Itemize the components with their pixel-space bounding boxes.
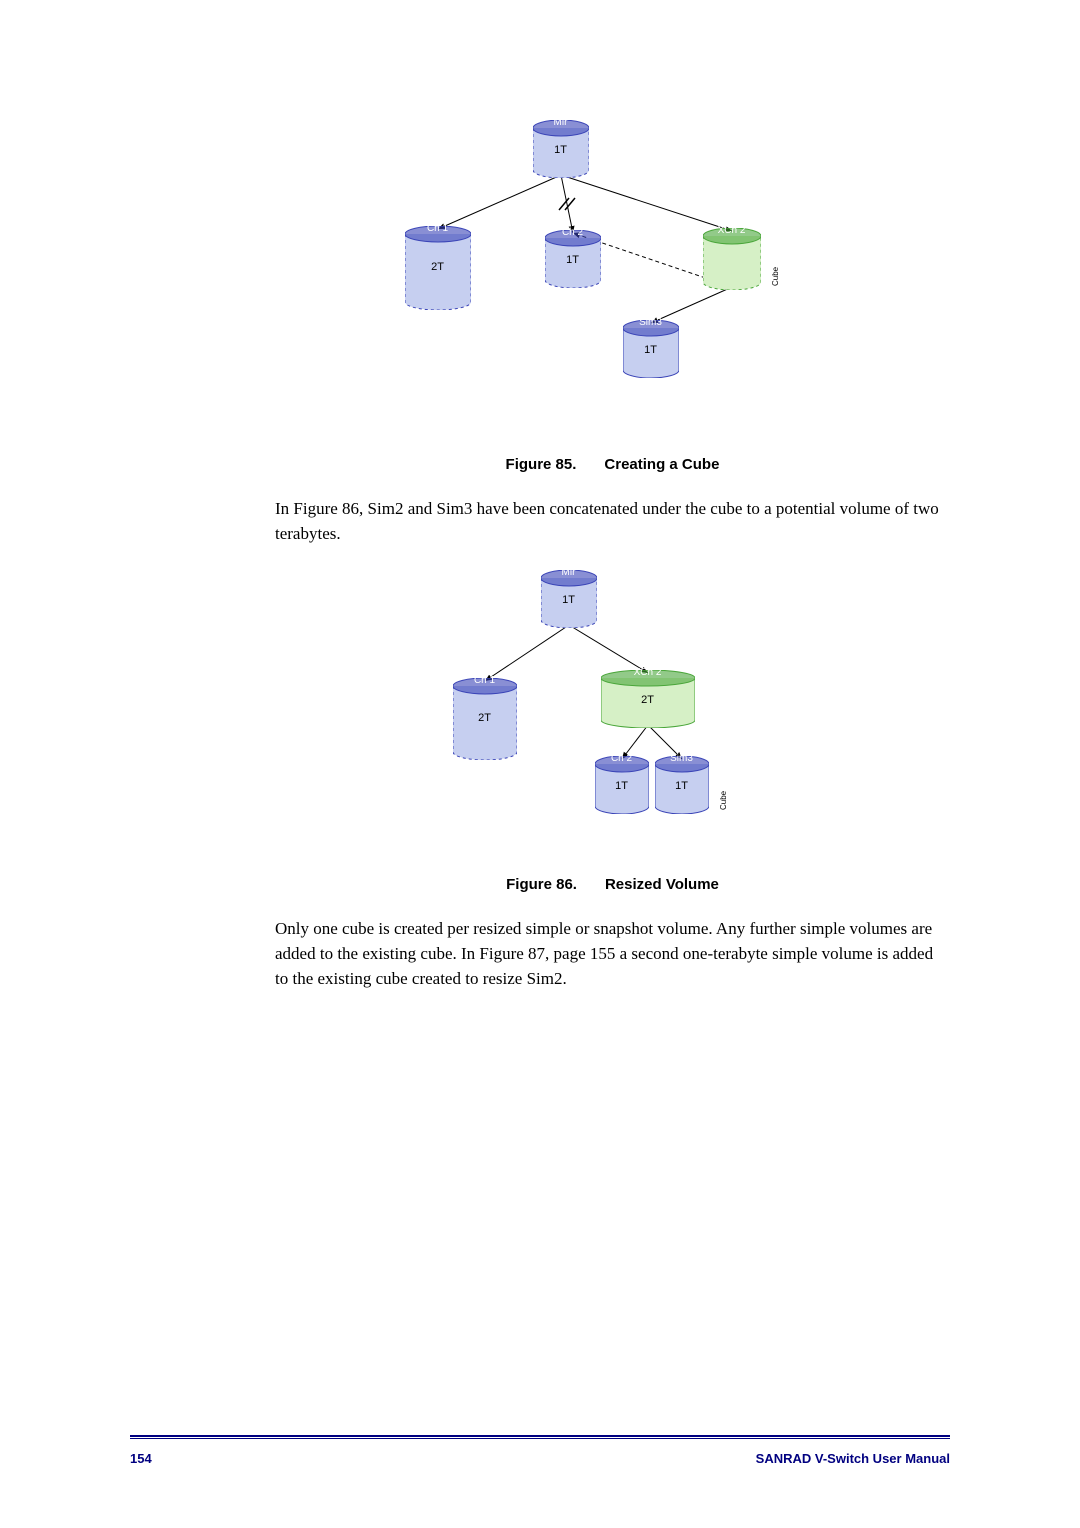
- node-ch1: Ch 12T: [453, 678, 517, 760]
- figure-86-number: Figure 86.: [506, 876, 577, 893]
- figure-85-diagram: Mir1T Ch 12T Ch 21T XCh 2 Cube Sim31T: [333, 120, 893, 440]
- manual-title: SANRAD V-Switch User Manual: [756, 1451, 950, 1466]
- figure-86-title: Resized Volume: [605, 876, 719, 893]
- node-xch2: XCh 22T: [601, 670, 695, 728]
- node-mir: Mir1T: [541, 570, 597, 628]
- node-sim3: Sim31T: [623, 320, 679, 378]
- node-xch2: XCh 2: [703, 228, 761, 290]
- node-mir: Mir1T: [533, 120, 589, 178]
- page-content: Mir1T Ch 12T Ch 21T XCh 2 Cube Sim31T Fig…: [275, 120, 950, 1015]
- node-ch2: Ch 21T: [545, 230, 601, 288]
- footer-rule: [130, 1435, 950, 1439]
- figure-86-diagram: Mir1T Ch 12T XCh 22T Ch 21T Sim31T Cube: [333, 570, 893, 860]
- paragraph-2: Only one cube is created per resized sim…: [275, 917, 950, 991]
- figure-86-caption: Figure 86. Resized Volume: [275, 876, 950, 893]
- node-ch1: Ch 12T: [405, 226, 471, 310]
- figure-85-caption: Figure 85. Creating a Cube: [275, 456, 950, 473]
- side-label-sim3: Cube: [719, 791, 728, 810]
- figure-85-number: Figure 85.: [506, 456, 577, 473]
- node-sim3: Sim31T: [655, 756, 709, 814]
- node-ch2: Ch 21T: [595, 756, 649, 814]
- page-footer: 154 SANRAD V-Switch User Manual: [130, 1435, 950, 1466]
- page-number: 154: [130, 1451, 152, 1466]
- figure-85-title: Creating a Cube: [604, 456, 719, 473]
- side-label-xch2: Cube: [771, 267, 780, 286]
- paragraph-1: In Figure 86, Sim2 and Sim3 have been co…: [275, 497, 950, 546]
